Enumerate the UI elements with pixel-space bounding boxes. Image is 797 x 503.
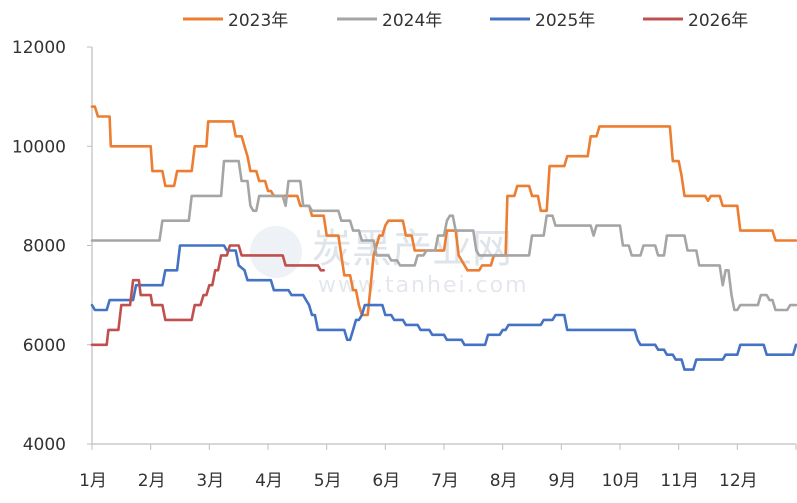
y-axis-ticks: 4000 6000 8000 10000 12000 xyxy=(12,38,92,455)
series-line-2025年 xyxy=(90,244,797,371)
y-tick-label: 10000 xyxy=(12,137,66,157)
legend-label-2024年: 2024年 xyxy=(382,11,442,31)
x-tick-label: 1月 xyxy=(79,471,107,491)
y-tick-label: 12000 xyxy=(12,38,66,58)
watermark: 炭黑产业网 www.tanhei.com xyxy=(250,226,527,298)
x-tick-label: 3月 xyxy=(196,471,224,491)
legend-label-2023年: 2023年 xyxy=(228,11,288,31)
watermark-logo-icon xyxy=(250,226,302,278)
legend-label-2025年: 2025年 xyxy=(535,11,595,31)
x-axis-ticks: 1月 2月 3月 4月 5月 6月 7月 8月 9月 10月 11月 12月 xyxy=(79,444,797,491)
x-tick-label: 8月 xyxy=(490,471,518,491)
y-tick-label: 6000 xyxy=(23,336,66,356)
series-line-2026年 xyxy=(90,244,326,347)
x-tick-label: 7月 xyxy=(431,471,459,491)
x-tick-label: 5月 xyxy=(314,471,342,491)
series-layer xyxy=(90,105,797,371)
legend: 2023年 2024年 2025年 2026年 xyxy=(183,11,748,31)
x-tick-label: 2月 xyxy=(138,471,166,491)
legend-label-2026年: 2026年 xyxy=(688,11,748,31)
x-tick-label: 9月 xyxy=(548,471,576,491)
x-tick-label: 6月 xyxy=(372,471,400,491)
x-tick-label: 12月 xyxy=(719,471,758,491)
y-tick-label: 8000 xyxy=(23,237,66,257)
y-tick-label: 4000 xyxy=(23,435,66,455)
x-tick-label: 10月 xyxy=(602,471,641,491)
series-line-2023年 xyxy=(90,105,797,317)
series-line-2024年 xyxy=(90,159,797,312)
x-tick-label: 11月 xyxy=(660,471,699,491)
x-tick-label: 4月 xyxy=(255,471,283,491)
